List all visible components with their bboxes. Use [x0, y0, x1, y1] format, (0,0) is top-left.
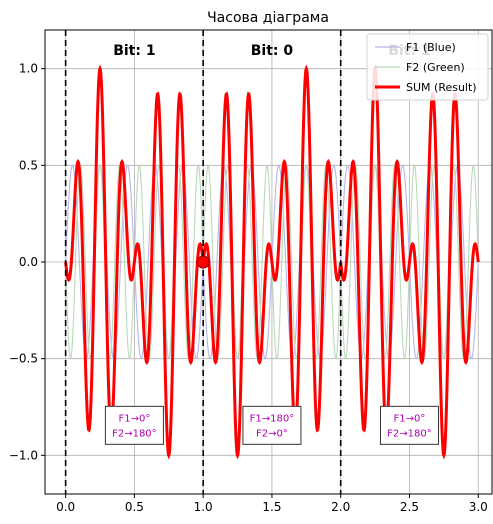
plot-series-group [64, 64, 480, 460]
legend-label: F1 (Blue) [406, 41, 456, 54]
bit-label: Bit: 0 [251, 43, 294, 59]
phase-annotation-text: F2→180° [387, 428, 432, 439]
x-tick-label: 2.5 [400, 500, 419, 514]
phase-annotation-text: F1→0° [394, 413, 426, 424]
x-tick-label: 1.5 [262, 500, 281, 514]
phase-annotation-text: F2→0° [256, 428, 288, 439]
phase-annotation-box [104, 405, 164, 445]
x-tick-label: 3.0 [469, 500, 488, 514]
x-tick-label: 0.5 [125, 500, 144, 514]
y-tick-label: −1.0 [9, 448, 38, 462]
phase-annotation-box [242, 405, 302, 445]
legend-frame [366, 33, 489, 101]
legend-label: F2 (Green) [406, 61, 465, 74]
phase-annotation-text: F1→0° [118, 413, 150, 424]
y-tick-label: −0.5 [9, 352, 38, 366]
phase-switch-marker [196, 255, 210, 269]
legend: F1 (Blue) F2 (Green) SUM (Result) [366, 33, 489, 101]
x-tick-label: 0.0 [56, 500, 75, 514]
y-tick-label: 1.0 [19, 62, 38, 76]
chart-title: Часова діаграма [207, 10, 329, 26]
x-tick-label: 2.0 [331, 500, 350, 514]
y-tick-label: 0.0 [19, 255, 38, 269]
x-tick-label: 1.0 [194, 500, 213, 514]
phase-annotation-text: F1→180° [250, 413, 295, 424]
legend-label: SUM (Result) [406, 81, 477, 94]
bit-label: Bit: 1 [113, 43, 155, 59]
phase-annotation-text: F2→180° [112, 428, 157, 439]
phase-annotation-box [379, 405, 439, 445]
series-line-sum [64, 64, 480, 460]
y-tick-label: 0.5 [19, 158, 38, 172]
